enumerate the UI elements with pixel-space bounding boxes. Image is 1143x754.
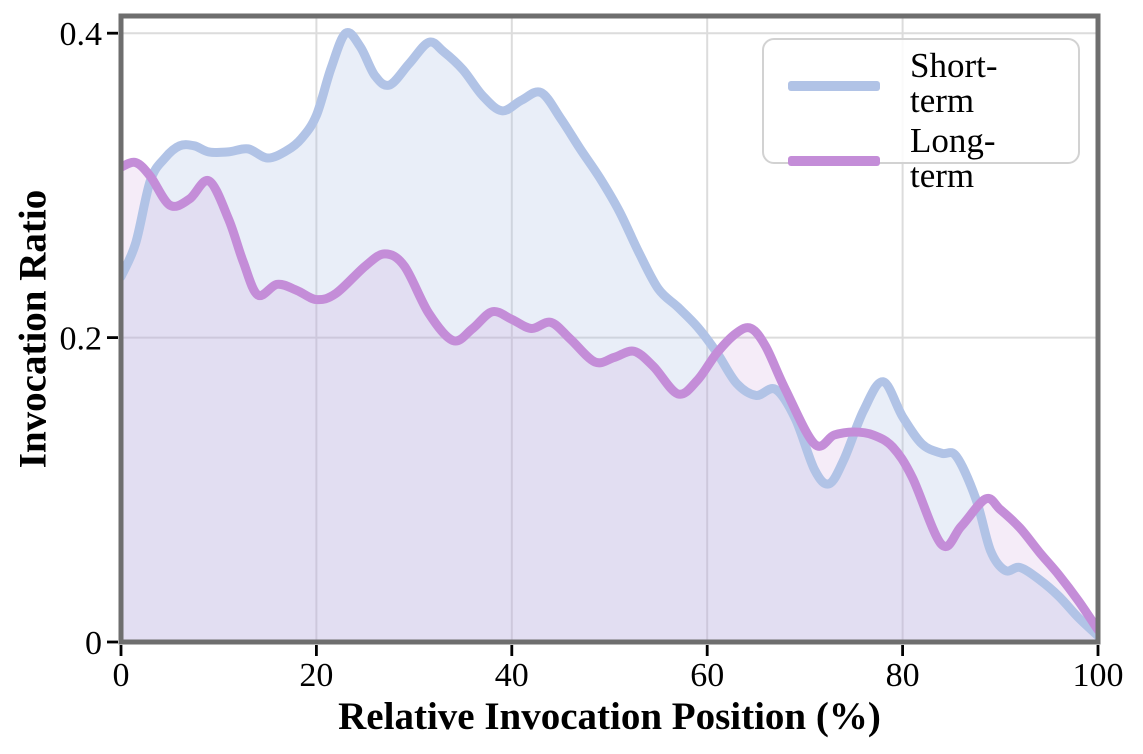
tick-marks bbox=[107, 31, 1100, 656]
x-axis-label: Relative Invocation Position (%) bbox=[338, 695, 881, 738]
x-tick-label: 80 bbox=[886, 657, 920, 694]
y-axis-label: Invocation Ratio bbox=[11, 189, 55, 469]
series-lines bbox=[121, 28, 1098, 641]
x-tick-label: 40 bbox=[495, 657, 529, 694]
series-line-short-term bbox=[121, 28, 1098, 641]
plot-border bbox=[118, 13, 1101, 645]
series-areas bbox=[121, 32, 1098, 642]
legend-item-short-term: Short-term bbox=[788, 48, 1054, 123]
series-area-short-term bbox=[121, 32, 1098, 642]
y-tick-labels: 0 0.2 0.4 bbox=[60, 16, 103, 662]
x-tick-label: 20 bbox=[299, 657, 333, 694]
series-area-long-term bbox=[121, 162, 1098, 642]
legend-label-short-term: Short-term bbox=[910, 46, 998, 120]
legend-swatch-long-term-icon bbox=[788, 155, 880, 166]
series-line-long-term bbox=[121, 157, 1098, 635]
x-tick-labels: 0 20 40 60 80 100 bbox=[113, 657, 1124, 694]
y-tick-label: 0 bbox=[85, 625, 102, 662]
x-tick-label: 60 bbox=[690, 657, 724, 694]
x-tick-label: 0 bbox=[113, 657, 130, 694]
legend-item-long-term: Long-term bbox=[788, 123, 1054, 198]
y-tick-label: 0.4 bbox=[60, 16, 103, 53]
legend-swatch-short-term-icon bbox=[788, 80, 880, 91]
legend-label-long-term: Long-term bbox=[910, 121, 996, 195]
y-tick-label: 0.2 bbox=[60, 321, 103, 358]
legend: Short-term Long-term bbox=[762, 38, 1080, 193]
x-tick-label: 100 bbox=[1073, 657, 1124, 694]
